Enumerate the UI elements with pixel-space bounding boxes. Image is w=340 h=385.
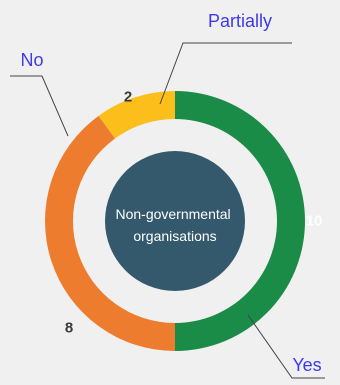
category-label-partially: Partially xyxy=(208,11,272,31)
slice-yes xyxy=(175,91,305,351)
slice-partially xyxy=(98,91,175,139)
center-label: Non-governmental organisations xyxy=(115,206,234,244)
value-labels-group: 10 8 2 xyxy=(65,89,323,337)
center-label-line-2: organisations xyxy=(133,228,216,244)
category-label-yes: Yes xyxy=(292,355,321,375)
leader-lines-group xyxy=(10,42,325,379)
slice-no xyxy=(44,115,175,351)
category-labels-group: Yes No Partially xyxy=(20,11,321,375)
leader-line-partially xyxy=(159,42,292,105)
category-label-no: No xyxy=(20,50,43,70)
leader-line-no xyxy=(10,75,69,137)
slices-group xyxy=(44,91,305,351)
leader-line-yes xyxy=(247,314,325,379)
center-circle xyxy=(105,151,245,291)
value-label-yes: 10 xyxy=(306,213,323,230)
value-label-no: 8 xyxy=(65,320,73,337)
center-label-line-1: Non-governmental xyxy=(115,206,230,222)
value-label-partially: 2 xyxy=(124,89,132,106)
